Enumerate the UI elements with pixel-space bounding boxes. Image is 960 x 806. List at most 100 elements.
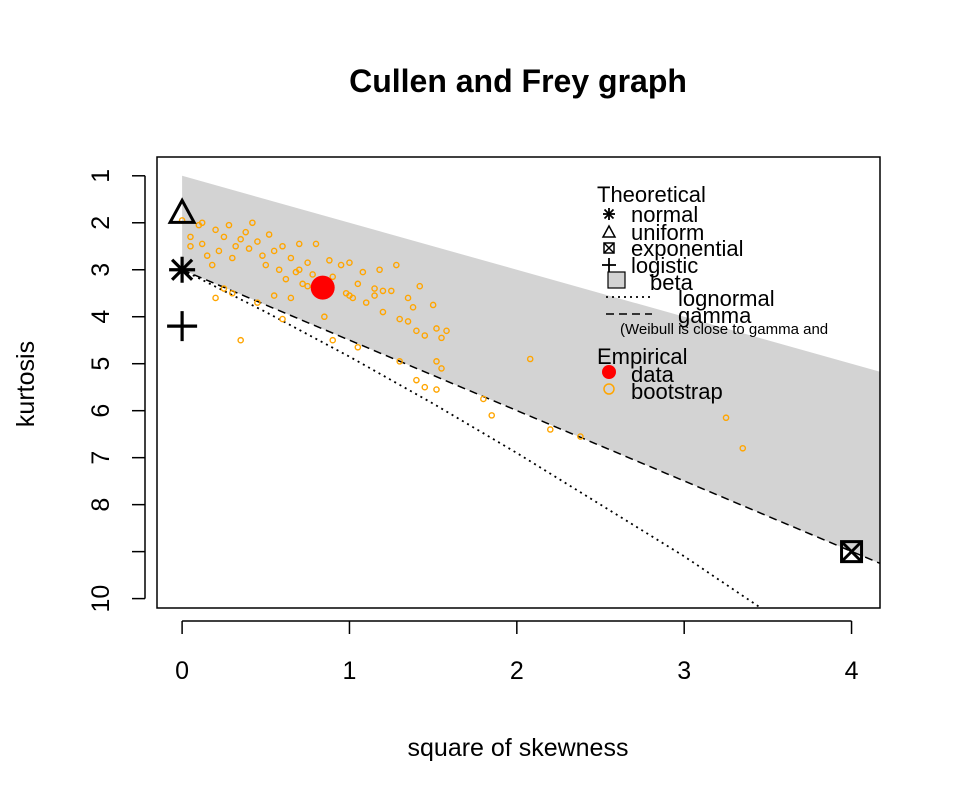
bootstrap-point [354, 343, 362, 351]
legend-item-logistic: logistic [631, 253, 698, 278]
y-axis-label: kurtosis [12, 341, 40, 427]
y-tick-label: 7 [87, 451, 115, 465]
bootstrap-point [208, 261, 216, 269]
legend-item-beta: beta [650, 270, 694, 295]
legend-data-icon [602, 365, 616, 379]
plot-frame [156, 156, 881, 609]
bootstrap-point [232, 242, 239, 250]
x-tick-label: 2 [510, 657, 524, 685]
legend-bootstrap-icon [603, 383, 615, 395]
bootstrap-point [429, 301, 437, 309]
bootstrap-point [254, 299, 261, 306]
bootstrap-point [229, 254, 236, 262]
bootstrap-point [299, 280, 306, 288]
bootstrap-point [433, 386, 440, 393]
y-tick-label: 4 [87, 310, 115, 324]
bootstrap-point [354, 280, 362, 288]
legend-item-data: data [631, 362, 675, 387]
bootstrap-point [438, 365, 445, 372]
bootstrap-point [337, 261, 345, 269]
bootstrap-point [421, 332, 429, 339]
bootstrap-point [379, 308, 387, 316]
x-tick-label: 1 [343, 657, 357, 685]
gamma-line [181, 269, 880, 565]
bootstrap-point [295, 240, 303, 248]
bootstrap-point [388, 287, 395, 295]
x-axis-label: square of skewness [408, 734, 629, 762]
bootstrap-point [265, 231, 273, 238]
bootstrap-point [359, 268, 367, 276]
y-tick-label: 1 [87, 169, 115, 183]
bootstrap-point [362, 299, 370, 306]
legend-logistic-icon [602, 258, 616, 272]
bootstrap-point [237, 235, 244, 243]
legend-empirical-title: Empirical [597, 344, 687, 369]
chart-title: Cullen and Frey graph [349, 63, 687, 99]
legend-item-exponential: exponential [631, 236, 744, 261]
uniform-marker [167, 197, 197, 224]
bootstrap-point [304, 282, 311, 290]
bootstrap-point [282, 275, 290, 283]
legend-uniform-icon [601, 224, 617, 238]
legend-item-lognormal: lognormal [678, 286, 775, 311]
bootstrap-point [329, 273, 337, 281]
bootstrap-point [577, 433, 584, 440]
bootstrap-point [229, 289, 236, 297]
y-tick-label: 6 [87, 404, 115, 418]
y-tick-label: 5 [87, 357, 115, 371]
bootstrap-point [242, 228, 250, 236]
bootstrap-point [371, 285, 378, 292]
bootstrap-point [225, 221, 233, 229]
bootstrap-point [326, 257, 333, 264]
legend-beta-icon [607, 271, 626, 289]
legend-item-bootstrap: bootstrap [631, 379, 723, 404]
bootstrap-point [309, 271, 316, 278]
bootstrap-point [433, 325, 440, 332]
bootstrap-point [220, 285, 228, 292]
y-tick-label: 10 [87, 585, 115, 613]
bootstrap-point [346, 259, 353, 267]
bootstrap-point [443, 327, 450, 335]
bootstrap-point [237, 336, 244, 344]
bootstrap-point [212, 226, 219, 234]
legend-item-uniform: uniform [631, 220, 704, 245]
bootstrap-point [488, 412, 496, 419]
legend-note: (Weibull is close to gamma and [620, 321, 828, 338]
bootstrap-point [254, 238, 261, 245]
bootstrap-point [404, 318, 412, 325]
beta-region [182, 175, 880, 564]
bootstrap-point [203, 252, 211, 259]
x-tick-label: 3 [677, 657, 691, 685]
bootstrap-point [198, 240, 206, 248]
bootstrap-point [413, 327, 420, 335]
bootstrap-point [433, 358, 440, 365]
bootstrap-point [409, 304, 417, 311]
bootstrap-point [396, 358, 403, 365]
bootstrap-point [187, 242, 194, 250]
bootstrap-point [396, 315, 403, 323]
exponential-marker [840, 540, 864, 564]
bootstrap-point [739, 444, 747, 452]
bootstrap-points [178, 217, 747, 452]
bootstrap-point [379, 287, 387, 295]
bootstrap-point [421, 383, 429, 391]
bootstrap-point [346, 292, 353, 299]
bootstrap-point [722, 414, 730, 422]
normal-marker [169, 256, 196, 283]
bootstrap-point [279, 242, 286, 250]
bootstrap-point [371, 292, 378, 299]
bootstrap-point [220, 233, 228, 241]
legend-exponential-icon [603, 242, 615, 254]
bootstrap-point [215, 247, 223, 255]
theoretical-markers [167, 197, 864, 564]
legend-item-normal: normal [631, 202, 698, 227]
bootstrap-point [416, 282, 424, 290]
legend: Theoretical normal uniform exponential l… [597, 182, 828, 404]
bootstrap-point [546, 426, 554, 433]
bootstrap-point [393, 261, 400, 269]
bootstrap-point [329, 336, 337, 344]
x-axis: 0 1 2 3 4 [175, 620, 859, 685]
bootstrap-point [404, 294, 412, 302]
y-tick-label: 3 [87, 263, 115, 277]
